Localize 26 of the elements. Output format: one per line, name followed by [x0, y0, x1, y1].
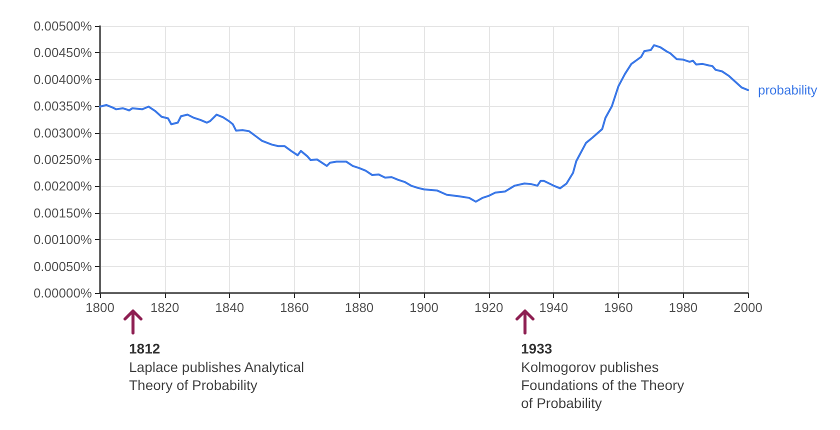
x-tick-label: 1980: [668, 300, 698, 315]
x-tick-label: 1820: [150, 300, 180, 315]
y-tick-label: 0.00200%: [33, 178, 92, 194]
y-tick-label: 0.00500%: [33, 18, 92, 34]
x-tick-label: 1840: [215, 300, 244, 315]
x-tick-label: 1860: [280, 300, 309, 315]
x-tick-label: 1900: [410, 300, 438, 315]
line-series: [99, 44, 749, 203]
y-tick-label: 0.00100%: [33, 232, 92, 248]
y-tick-label: 0.00150%: [33, 205, 92, 220]
x-tick-label: 1940: [539, 300, 568, 315]
text: 1933 Kolmogorov publishes Foundations of the Theory of Probability: [521, 340, 684, 411]
y-tick-label: 0.00300%: [33, 125, 92, 140]
x-tick-label: 1920: [474, 300, 504, 315]
y-tick-label: 0.00000%: [33, 286, 92, 300]
x-tick-label: 1800: [86, 300, 114, 315]
x-tick-label: 1960: [604, 300, 633, 315]
y-tick-label: 0.00400%: [33, 72, 92, 87]
y-tick-label: 0.00050%: [33, 258, 92, 274]
series-label: probability: [758, 82, 818, 98]
y-tick-label: 0.00450%: [33, 45, 92, 60]
y-tick-label: 0.00350%: [33, 98, 92, 114]
text: 1812 Laplace publishes Analytical Theory of Probability: [129, 340, 304, 393]
y-tick-label: 0.00250%: [33, 152, 92, 167]
x-tick-label: 2000: [734, 300, 762, 315]
x-tick-label: 1880: [344, 300, 374, 315]
